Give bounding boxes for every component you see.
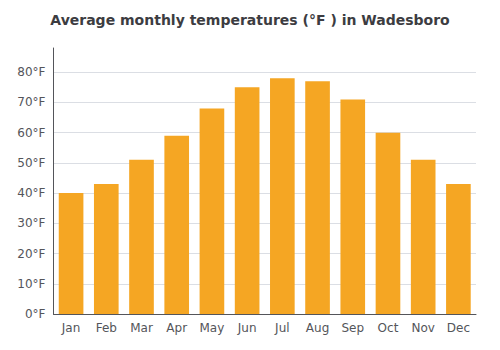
svg-text:Oct: Oct: [378, 321, 399, 335]
svg-text:Jun: Jun: [237, 321, 257, 335]
svg-text:Jan: Jan: [61, 321, 81, 335]
svg-text:Feb: Feb: [96, 321, 117, 335]
svg-text:Sep: Sep: [341, 321, 364, 335]
svg-text:Jul: Jul: [274, 321, 289, 335]
svg-text:Dec: Dec: [447, 321, 470, 335]
svg-text:80°F: 80°F: [17, 65, 45, 79]
svg-text:Aug: Aug: [306, 321, 329, 335]
svg-text:10°F: 10°F: [17, 277, 45, 291]
svg-text:40°F: 40°F: [17, 186, 45, 200]
svg-text:Average monthly temperatures (: Average monthly temperatures (°F ) in Wa…: [50, 12, 450, 28]
svg-text:50°F: 50°F: [17, 156, 45, 170]
svg-text:Nov: Nov: [411, 321, 434, 335]
svg-text:70°F: 70°F: [17, 95, 45, 109]
svg-text:0°F: 0°F: [25, 307, 46, 321]
svg-text:Mar: Mar: [130, 321, 153, 335]
svg-text:20°F: 20°F: [17, 247, 45, 261]
svg-text:30°F: 30°F: [17, 216, 45, 230]
svg-text:May: May: [200, 321, 225, 335]
svg-text:Apr: Apr: [166, 321, 187, 335]
svg-text:60°F: 60°F: [17, 126, 45, 140]
